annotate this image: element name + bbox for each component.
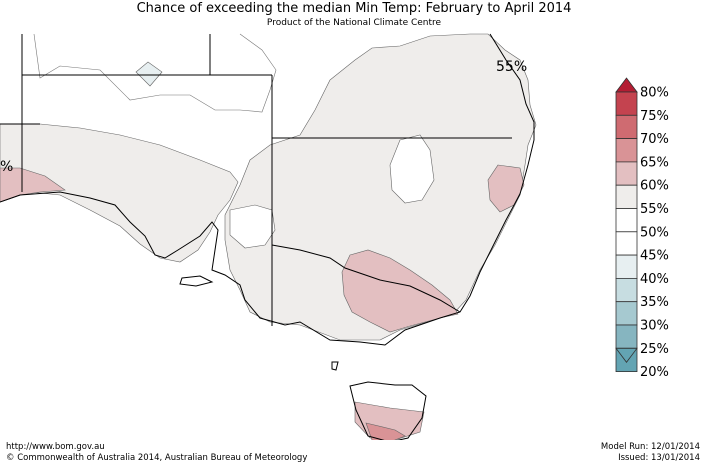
coastline [0, 33, 535, 440]
footer-left: http://www.bom.gov.au © Commonwealth of … [6, 442, 307, 464]
legend-tick-label: 70% [640, 132, 669, 147]
legend-tick-label: 35% [640, 295, 669, 310]
legend-tick-label: 45% [640, 249, 669, 264]
legend-swatch [615, 114, 638, 139]
map-subtitle: Product of the National Climate Centre [266, 18, 442, 28]
region-50-55-gulf [229, 204, 276, 249]
region-50-55-inland [389, 134, 435, 204]
legend-swatch [615, 184, 638, 209]
region-60-65-nsw-coast [487, 164, 525, 213]
legend-tick-label: 20% [640, 365, 669, 380]
probability-map: 55% % [0, 33, 537, 440]
footer-copyright: © Commonwealth of Australia 2014, Austra… [6, 453, 308, 463]
legend-swatch [615, 301, 638, 326]
legend-tick-label: 25% [640, 342, 669, 357]
legend-tick-label: 40% [640, 272, 669, 287]
region-55-60 [224, 33, 537, 341]
legend-tick-label: 30% [640, 319, 669, 334]
footer-issued: Issued: 13/01/2014 [618, 453, 700, 463]
legend-swatch [615, 231, 638, 256]
legend-tick-label: 50% [640, 225, 669, 240]
legend-swatch [615, 277, 638, 303]
legend-tick-label: 60% [640, 179, 669, 194]
contour-label-partial: % [0, 159, 13, 175]
contour-line-north [33, 33, 277, 113]
legend-swatch [615, 254, 638, 279]
state-borders [21, 34, 512, 326]
region-40-45-nt [135, 61, 163, 87]
legend-swatch [615, 324, 638, 349]
region-55-60-west [0, 123, 239, 263]
map-title: Chance of exceeding the median Min Temp:… [136, 1, 572, 16]
footer-url: http://www.bom.gov.au [6, 442, 105, 452]
legend-arrow-top [615, 77, 638, 93]
legend-tick-label: 75% [640, 109, 669, 124]
legend-arrow-bottom [615, 347, 638, 363]
legend-tick-label: 65% [640, 155, 669, 170]
legend: 80% 75% 70% 65% 60% 55% 50% 45% 40% 35% 30% 25% 20% [615, 77, 669, 380]
contour-label-55: 55% [496, 59, 527, 75]
legend-swatch [615, 91, 638, 116]
legend-swatch [615, 161, 638, 186]
footer-right: Model Run: 12/01/2014 Issued: 13/01/2014 [601, 442, 700, 464]
footer-model-run: Model Run: 12/01/2014 [600, 442, 700, 452]
legend-swatch [615, 138, 638, 163]
legend-tick-label: 80% [640, 86, 669, 101]
legend-swatch [615, 208, 638, 233]
legend-tick-label: 55% [640, 202, 669, 217]
